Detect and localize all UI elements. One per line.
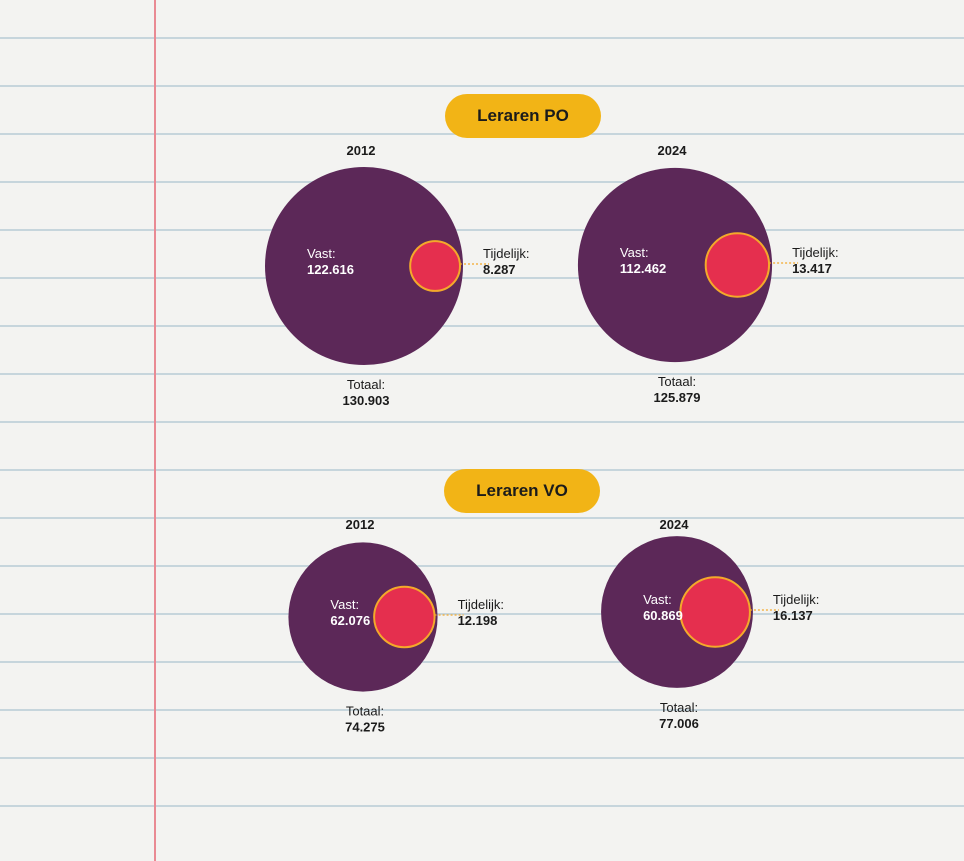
- chart-vo-2012-tijdelijk-circle: [373, 585, 436, 649]
- chart-vo-2024-totaal-value: 77.006: [659, 716, 699, 731]
- chart-vo-2024-totaal-label: Totaal:: [660, 700, 698, 715]
- chart-po-2024-year-label: 2024: [658, 143, 688, 158]
- chart-po-2024-vast-label: Vast:: [620, 245, 649, 260]
- chart-po-2012-tijdelijk-circle: [409, 240, 462, 292]
- chart-vo-2024-tijdelijk-label: Tijdelijk:: [773, 592, 819, 607]
- chart-po-2012-tijdelijk-label: Tijdelijk:: [483, 246, 529, 261]
- chart-vo-2012-tijdelijk-value: 12.198: [458, 613, 498, 628]
- chart-vo-2012-tijdelijk-label: Tijdelijk:: [458, 597, 504, 612]
- chart-vo-2024-vast-value: 60.869: [643, 608, 683, 623]
- chart-po-2024-totaal-value: 125.879: [654, 390, 701, 405]
- chart-vo-2012-vast-value: 62.076: [330, 613, 370, 628]
- chart-vo-2012-vast-circle: [288, 542, 438, 692]
- chart-vo-2024-tijdelijk-circle: [679, 576, 751, 648]
- chart-vo-2012-totaal-label: Totaal:: [346, 704, 384, 719]
- chart-po-2024-vast-circle: [577, 167, 773, 363]
- chart-po-2012-totaal-label: Totaal:: [347, 377, 385, 392]
- chart-po-2012-year-label: 2012: [347, 143, 376, 158]
- chart-vo-2024-tijdelijk-value: 16.137: [773, 608, 813, 623]
- chart-po-2012-tijdelijk-value: 8.287: [483, 262, 516, 277]
- section-title-po: Leraren PO: [445, 94, 601, 138]
- chart-vo-2012-year-label: 2012: [346, 517, 375, 532]
- chart-po-2024-tijdelijk-label: Tijdelijk:: [792, 245, 838, 260]
- chart-vo-2024-vast-label: Vast:: [643, 592, 672, 607]
- section-title-vo: Leraren VO: [444, 469, 600, 513]
- chart-po-2012-vast-label: Vast:: [307, 246, 336, 261]
- chart-po-2012-vast-value: 122.616: [307, 262, 354, 277]
- chart-po-2012-totaal-value: 130.903: [343, 393, 390, 408]
- notebook-margin-line: [154, 0, 156, 861]
- chart-po-2012-vast-circle: [265, 167, 463, 365]
- chart-vo-2024-year-label: 2024: [660, 517, 690, 532]
- chart-vo-2012-vast-label: Vast:: [330, 597, 359, 612]
- chart-po-2024-totaal-label: Totaal:: [658, 374, 696, 389]
- chart-vo-2012-totaal-value: 74.275: [345, 720, 385, 735]
- chart-po-2024-tijdelijk-circle: [704, 232, 771, 298]
- chart-po-2024-vast-value: 112.462: [620, 261, 666, 276]
- chart-vo-2024-vast-circle: [601, 536, 753, 688]
- chart-po-2024-tijdelijk-value: 13.417: [792, 261, 832, 276]
